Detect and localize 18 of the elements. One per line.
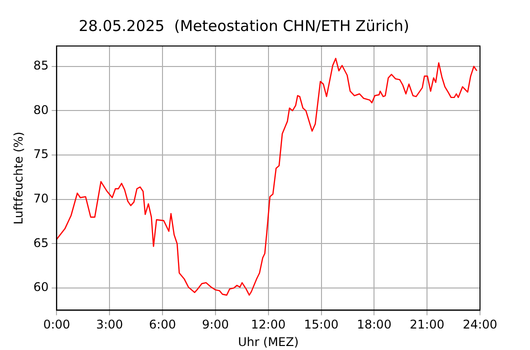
x-tick-label: 6:00 (149, 318, 176, 332)
x-tick-label: 21:00 (410, 318, 444, 332)
x-tick-label: 0:00 (43, 318, 70, 332)
y-tick-label: 70 (33, 192, 49, 206)
x-axis-title: Uhr (MEZ) (238, 334, 299, 349)
x-tick-label: 12:00 (251, 318, 286, 332)
y-tick-label: 60 (33, 280, 49, 294)
chart-title: 28.05.2025 (Meteostation CHN/ETH Zürich) (78, 16, 410, 35)
x-tick-label: 24:00 (462, 318, 498, 332)
x-tick-label: 18:00 (356, 318, 392, 332)
x-tick-label: 9:00 (202, 318, 229, 332)
y-tick-label: 85 (33, 58, 49, 73)
x-tick-label: 3:00 (96, 318, 124, 332)
y-tick-label: 80 (33, 102, 49, 117)
y-tick-label: 65 (33, 236, 49, 250)
y-tick-label: 75 (33, 147, 49, 162)
x-tick-label: 15:00 (304, 318, 339, 332)
y-axis-title: Luftfeuchte (%) (11, 132, 26, 225)
